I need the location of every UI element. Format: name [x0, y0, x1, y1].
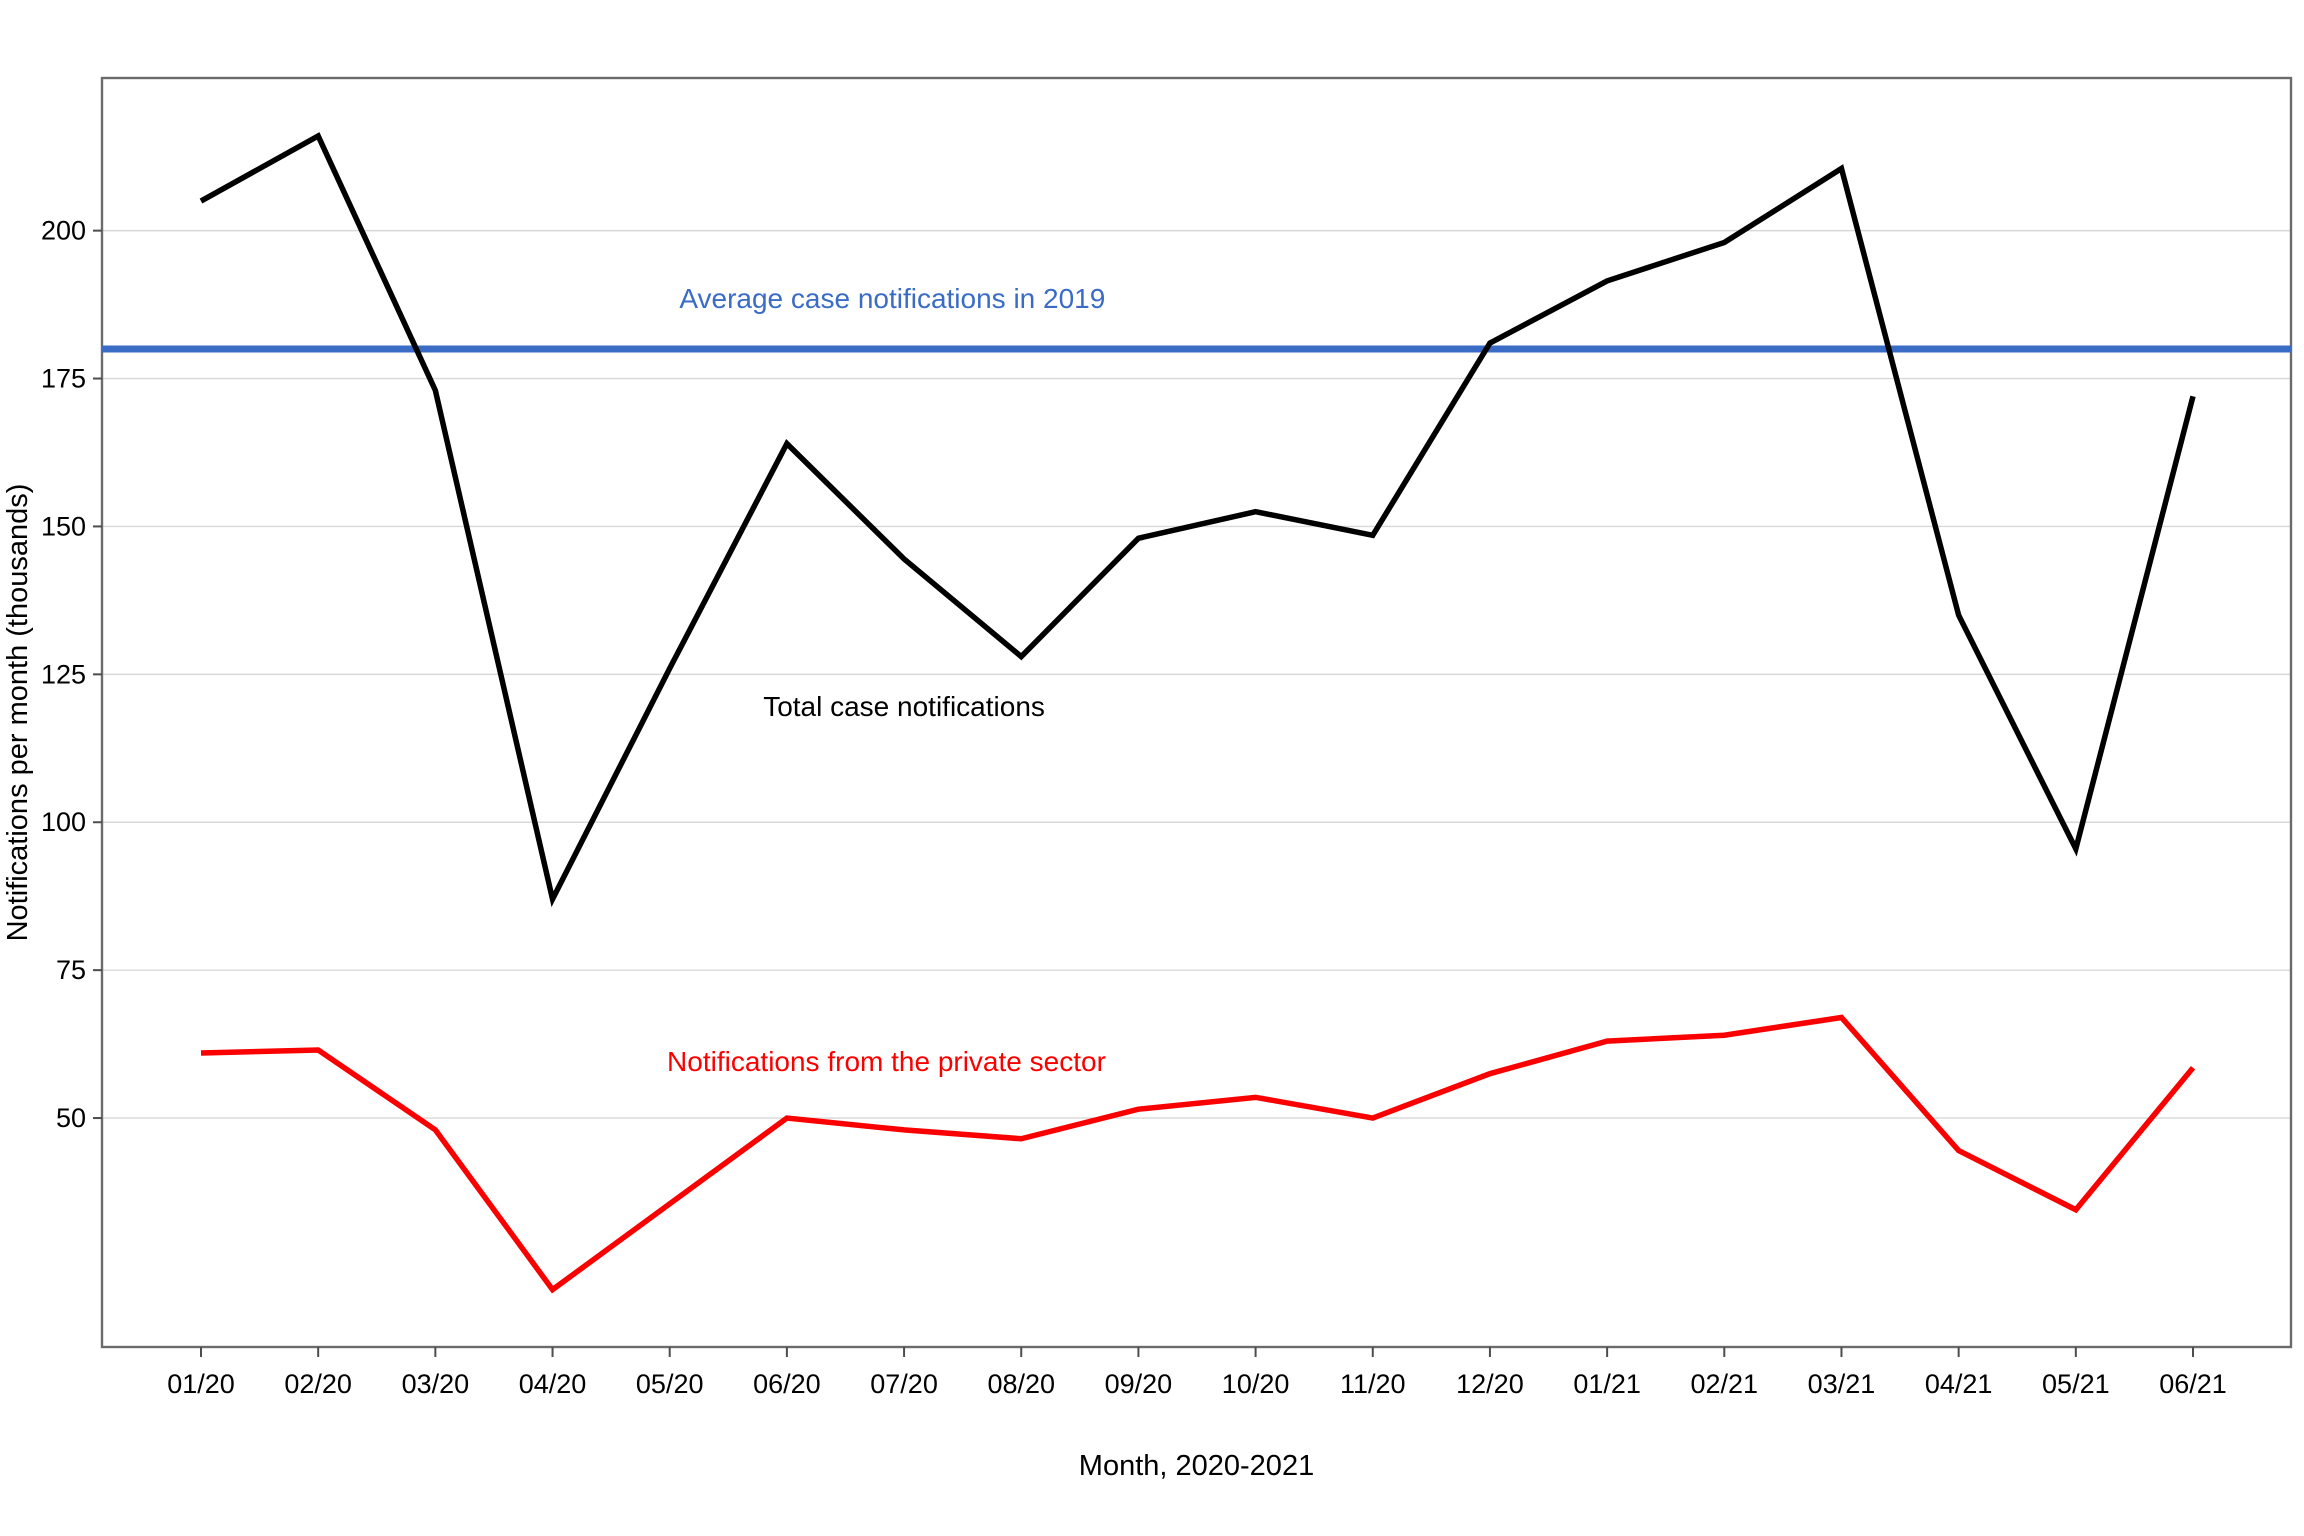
x-tick-label: 06/20: [753, 1369, 821, 1399]
reference-line-label: Average case notifications in 2019: [679, 282, 1106, 314]
y-tick-label: 200: [41, 216, 86, 246]
x-tick-label: 01/21: [1573, 1369, 1641, 1399]
x-tick-label: 12/20: [1456, 1369, 1524, 1399]
x-tick-label: 01/20: [167, 1369, 235, 1399]
x-tick-label: 03/20: [402, 1369, 470, 1399]
y-axis-title: Notifications per month (thousands): [2, 484, 34, 942]
x-tick-label: 06/21: [2159, 1369, 2227, 1399]
total-series-label: Total case notifications: [763, 690, 1045, 722]
x-tick-label: 02/20: [284, 1369, 352, 1399]
x-tick-label: 08/20: [987, 1369, 1055, 1399]
x-tick-label: 10/20: [1222, 1369, 1290, 1399]
x-tick-label: 04/21: [1925, 1369, 1993, 1399]
y-tick-label: 75: [56, 955, 86, 985]
y-tick-label: 150: [41, 511, 86, 541]
plot-border: [100, 76, 2293, 1349]
x-tick-label: 04/20: [519, 1369, 587, 1399]
private-sector-line: [200, 1014, 2196, 1294]
x-tick-label: 03/21: [1808, 1369, 1876, 1399]
x-tick-label: 05/21: [2042, 1369, 2110, 1399]
total-notifications-line: [199, 132, 2196, 908]
x-axis-title: Month, 2020-2021: [1079, 1450, 1314, 1482]
x-tick-label: 05/20: [636, 1369, 704, 1399]
x-tick-label: 11/20: [1340, 1369, 1406, 1399]
y-tick-label: 125: [41, 659, 86, 689]
x-tick-label: 02/21: [1691, 1369, 1759, 1399]
y-tick-label: 175: [41, 364, 86, 394]
x-tick-label: 07/20: [870, 1369, 938, 1399]
x-tick-label: 09/20: [1105, 1369, 1173, 1399]
y-tick-label: 100: [41, 807, 86, 837]
y-tick-label: 50: [56, 1103, 86, 1133]
private-sector-series-label: Notifications from the private sector: [667, 1045, 1106, 1077]
